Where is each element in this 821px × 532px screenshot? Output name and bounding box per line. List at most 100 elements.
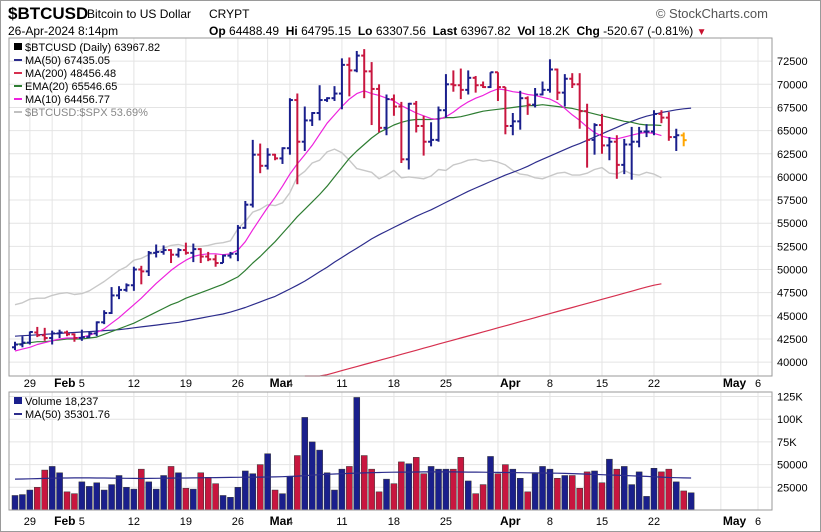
date-tick-label: 26 xyxy=(232,378,244,390)
volume-bar xyxy=(78,481,86,511)
ohlc-bar xyxy=(101,310,108,325)
volume-bar xyxy=(108,484,115,511)
volume-bar xyxy=(138,468,145,511)
date-tick-label: 29 xyxy=(24,378,36,390)
brand-link[interactable]: © StockCharts.com xyxy=(655,6,768,21)
volume-bar xyxy=(494,473,502,511)
volume-bar xyxy=(450,468,457,511)
volume-bar xyxy=(531,473,539,511)
volume-bar xyxy=(412,457,420,511)
ohlc-bar xyxy=(138,265,145,285)
volume-date-tick-label: 6 xyxy=(755,516,761,528)
volume-bar xyxy=(398,461,405,511)
ohlc-bar xyxy=(628,126,635,180)
volume-bar xyxy=(93,482,100,511)
volume-bar xyxy=(256,464,264,511)
volume-date-tick-label: May xyxy=(723,514,747,528)
ohlc-bar xyxy=(130,266,137,291)
volume-date-tick-label: 8 xyxy=(547,516,553,528)
ohlc-bar xyxy=(220,254,227,265)
ohlc-bar xyxy=(665,112,672,141)
change-label: Chg xyxy=(576,24,600,38)
volume-bar xyxy=(249,473,257,511)
ohlc-bar xyxy=(636,126,643,148)
legend-swatch-price xyxy=(14,43,22,50)
price-overlay-lines xyxy=(14,88,692,377)
date-tick-label: 6 xyxy=(755,378,761,390)
legend-ma50: MA(50) 67435.05 xyxy=(25,55,110,67)
ohlc-bar xyxy=(264,148,271,170)
ohlc-bar xyxy=(680,132,687,147)
exchange-label: CRYPT xyxy=(209,7,250,21)
ohlc-bar xyxy=(316,85,323,121)
ohlc-bar xyxy=(539,81,546,96)
ohlc-bar xyxy=(361,49,368,99)
volume-date-tick-label: Mar xyxy=(270,514,292,528)
ohlc-bar xyxy=(279,147,286,164)
volume-bar xyxy=(100,489,108,511)
legend-price: $BTCUSD (Daily) 63967.82 xyxy=(25,42,160,54)
ohlc-bar xyxy=(598,113,605,154)
volume-bar xyxy=(190,488,197,511)
date-tick-label: 18 xyxy=(388,378,400,390)
date-tick-label: 5 xyxy=(79,378,85,390)
volume-bar xyxy=(464,480,472,511)
date-tick-label: Mar xyxy=(270,376,292,390)
volume-bar xyxy=(323,472,331,511)
volume-bar xyxy=(316,449,323,511)
ohlc-bar xyxy=(242,200,249,229)
volume-bar xyxy=(234,487,242,511)
ohlc-bar xyxy=(502,86,509,135)
volume-tick-label: 75K xyxy=(777,437,797,449)
ohlc-bar xyxy=(457,68,464,100)
open-value: 64488.49 xyxy=(229,24,280,38)
price-tick-label: 47500 xyxy=(777,288,808,300)
volume-bar xyxy=(375,491,383,511)
volume-bar xyxy=(650,467,658,511)
ohlc-bar xyxy=(480,81,487,89)
price-legend: $BTCUSD (Daily) 63967.82 MA(50) 67435.05… xyxy=(14,42,160,119)
high-value: 64795.15 xyxy=(301,24,352,38)
price-tick-label: 67500 xyxy=(777,102,808,114)
volume-bar xyxy=(583,471,591,511)
ohlc-bar xyxy=(309,112,316,126)
volume-bar xyxy=(576,487,583,511)
ohlc-bar xyxy=(383,94,390,136)
volume-bar xyxy=(26,489,34,511)
ohlc-bar xyxy=(465,70,472,95)
ohlc-bar xyxy=(71,333,78,342)
volume-bar xyxy=(167,466,175,511)
price-tick-label: 50000 xyxy=(777,265,808,277)
volume-bar xyxy=(420,473,427,511)
volume-date-tick-label: 26 xyxy=(232,516,244,528)
ohlc-bar xyxy=(494,71,501,101)
volume-date-tick-label: 15 xyxy=(596,516,608,528)
price-gridlines xyxy=(9,38,772,376)
volume-bar xyxy=(264,453,271,511)
volume-bar xyxy=(405,463,413,511)
volume-bar xyxy=(546,468,554,511)
ma10-line xyxy=(14,88,662,352)
date-tick-label: 11 xyxy=(336,378,347,390)
ohlc-bar xyxy=(420,115,427,156)
price-tick-label: 52500 xyxy=(777,241,808,253)
ohlc-bar xyxy=(554,68,561,101)
volume-date-tick-label: 29 xyxy=(24,516,36,528)
volume-bar xyxy=(204,477,212,511)
ohlc-bar xyxy=(145,250,152,276)
symbol-description: Bitcoin to US Dollar xyxy=(87,7,192,21)
volume-bar xyxy=(680,490,687,511)
price-panel-border xyxy=(8,37,773,377)
volume-bar xyxy=(673,481,680,511)
volume-bar xyxy=(152,488,160,511)
ohlc-bar xyxy=(190,243,197,263)
volume-bar xyxy=(442,468,450,511)
ohlc-bar xyxy=(643,124,650,138)
volume-bar xyxy=(635,471,643,511)
ma200-line xyxy=(304,283,662,377)
volume-bar xyxy=(487,456,494,511)
ohlc-bar xyxy=(257,143,264,174)
volume-bar xyxy=(115,475,123,511)
price-candles xyxy=(12,49,687,351)
